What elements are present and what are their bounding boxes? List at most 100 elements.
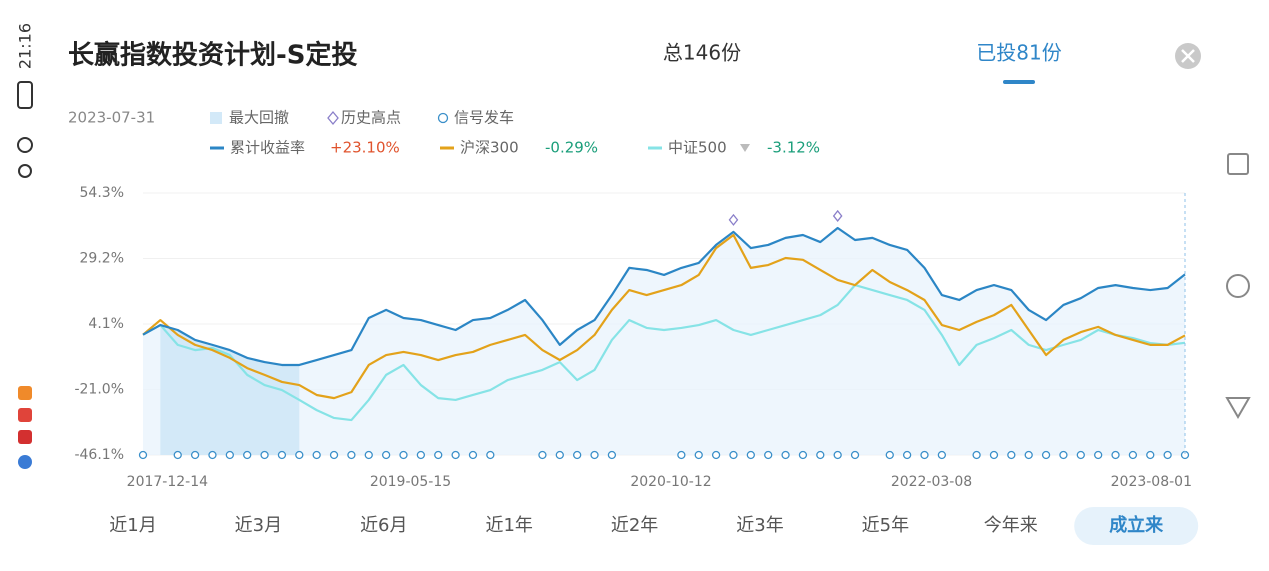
range-tab[interactable]: 近6月: [360, 515, 407, 536]
signal-marker: [920, 450, 929, 460]
legend-label: 最大回撤: [229, 109, 289, 127]
signal-marker: [746, 450, 755, 460]
signal-marker: [1041, 450, 1051, 460]
range-tab[interactable]: 近1月: [109, 515, 156, 536]
range-tab[interactable]: 近5年: [862, 515, 909, 536]
range-tab[interactable]: 成立来: [1109, 514, 1164, 536]
legend-label: 历史高点: [341, 109, 401, 127]
signal-marker: [190, 450, 200, 460]
range-tab[interactable]: 近3月: [235, 515, 282, 536]
signal-marker: [312, 450, 321, 460]
x-tick-label: 2023-08-01: [1111, 474, 1192, 490]
legend-change: -0.29%: [545, 139, 598, 157]
signal-marker: [1163, 450, 1172, 460]
signal-marker: [277, 450, 287, 460]
legend-label: 沪深300: [460, 139, 519, 157]
signal-marker: [798, 450, 808, 460]
drawdown-swatch: [210, 112, 222, 124]
series-line: [142, 284, 1186, 422]
y-tick-label: -46.1%: [74, 447, 124, 463]
signal-marker: [937, 450, 947, 460]
eye-icon: [18, 164, 32, 178]
signal-marker: [902, 450, 912, 460]
signal-marker: [694, 450, 703, 460]
signal-marker: [885, 450, 894, 460]
app-icon: [18, 386, 32, 400]
nav-recent[interactable]: [1227, 153, 1249, 175]
signal-marker: [416, 450, 426, 460]
x-tick-label: 2017-12-14: [127, 474, 208, 490]
app-icon: [18, 408, 32, 422]
signal-marker: [1146, 450, 1155, 460]
alarm-icon: [17, 137, 33, 153]
y-tick-label: 4.1%: [88, 316, 124, 332]
series-line: [142, 233, 1186, 400]
legend-change: +23.10%: [330, 139, 400, 157]
signal-marker: [295, 450, 304, 460]
series-line: [142, 226, 1186, 367]
legend-change: -3.12%: [767, 139, 820, 157]
signal-marker: [711, 450, 721, 460]
x-tick-label: 2022-03-08: [891, 474, 972, 490]
series-legend: 累计收益率 +23.10% 沪深300 -0.29% 中证500 -3.12%: [210, 139, 820, 157]
signal-marker: [1128, 450, 1138, 460]
dropdown-arrow[interactable]: [740, 144, 750, 152]
signal-marker: [989, 450, 999, 460]
legend-label: 累计收益率: [230, 139, 305, 157]
signal-marker: [138, 450, 148, 460]
signal-marker: [434, 450, 443, 460]
signal-marker: [347, 450, 356, 460]
signal-marker: [781, 450, 790, 460]
range-tabs: 近1月 近3月 近6月 近1年 近2年 近3年 近5年 今年来 成立来: [109, 507, 1199, 545]
high-marker: [728, 213, 739, 226]
legend-label: 中证500: [668, 139, 727, 157]
y-tick-label: -21.0%: [74, 382, 124, 398]
plot: -46.1% -21.0% 4.1% 29.2% 54.3% 2017-12-14 2019…: [74, 185, 1192, 490]
series-area: [143, 227, 1185, 455]
signal-marker: [1059, 450, 1068, 460]
signal-marker: [173, 450, 182, 460]
signal-marker: [1076, 450, 1085, 460]
range-tab[interactable]: 近2年: [611, 515, 658, 536]
high-marker: [832, 209, 843, 223]
y-tick-label: 29.2%: [80, 251, 124, 267]
signal-marker: [1024, 450, 1033, 460]
status-time: 21:16: [16, 23, 35, 69]
x-tick-label: 2020-10-12: [630, 474, 711, 490]
signal-marker: [260, 450, 269, 460]
tab-highlight: [1074, 507, 1199, 545]
invested-count[interactable]: 已投81份: [976, 41, 1061, 65]
drawdown-shade: [160, 325, 300, 455]
signal-marker: [573, 450, 582, 460]
close-button[interactable]: [1175, 43, 1201, 69]
signal-marker: [850, 450, 860, 460]
x-tick-label: 2019-05-15: [370, 474, 451, 490]
signal-marker: [972, 450, 981, 460]
signal-marker: [555, 450, 564, 460]
signal-swatch: [437, 112, 449, 124]
nav-back[interactable]: [1225, 397, 1251, 419]
total-count[interactable]: 总146份: [663, 41, 741, 65]
signal-marker: [538, 450, 547, 460]
active-underline: [1003, 80, 1035, 84]
signal-marker: [329, 450, 339, 460]
range-tab[interactable]: 近3年: [736, 515, 783, 536]
range-tab[interactable]: 近1年: [485, 515, 532, 536]
as-of-date: 2023-07-31: [68, 109, 155, 127]
range-tab[interactable]: 今年来: [984, 515, 1038, 536]
signal-marker: [243, 450, 252, 460]
nav-home[interactable]: [1226, 274, 1250, 298]
signal-marker: [833, 450, 842, 460]
signal-marker: [1111, 450, 1120, 460]
y-tick-label: 54.3%: [80, 185, 124, 201]
signal-marker: [1007, 450, 1016, 460]
signal-marker: [364, 450, 373, 460]
signal-marker: [677, 450, 686, 460]
app-icon: [18, 455, 32, 469]
close-x: [1181, 49, 1195, 63]
signal-marker: [486, 450, 495, 460]
signal-marker: [225, 450, 234, 460]
signal-marker: [607, 450, 617, 460]
